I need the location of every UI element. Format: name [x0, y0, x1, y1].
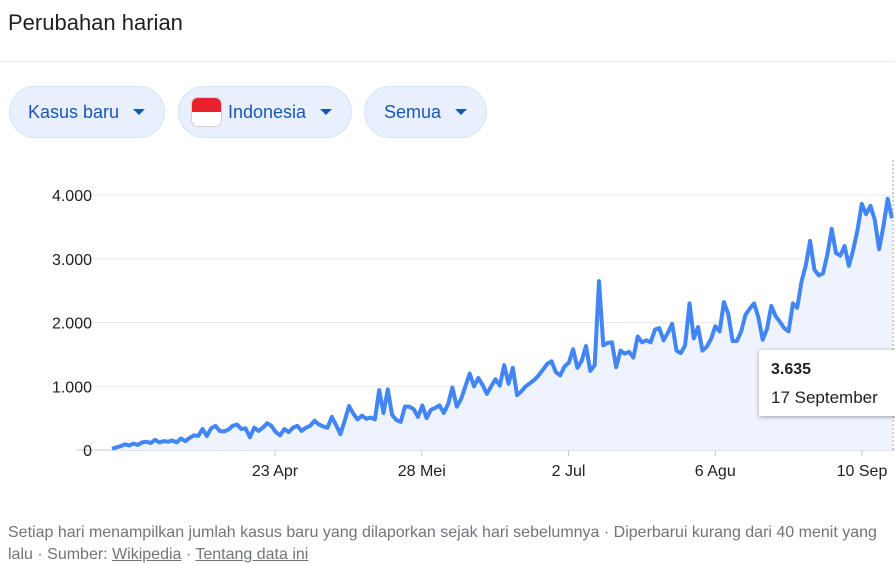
footer: Setiap hari menampilkan jumlah kasus bar…: [8, 522, 893, 566]
caret-down-icon: [133, 109, 145, 115]
y-tick-label: 3.000: [52, 252, 92, 269]
y-tick-label: 2.000: [52, 316, 92, 333]
header-divider: [0, 61, 895, 62]
page-title: Perubahan harian: [8, 10, 183, 36]
about-data-link[interactable]: Tentang data ini: [195, 546, 308, 563]
y-axis-labels: 0 1.000 2.000 3.000 4.000: [52, 188, 92, 460]
country-dropdown-label: Indonesia: [228, 102, 306, 123]
caret-down-icon: [455, 109, 467, 115]
footer-separator: ·: [186, 546, 191, 563]
caret-down-icon: [320, 109, 332, 115]
y-tick-label: 4.000: [52, 188, 92, 205]
wikipedia-link[interactable]: Wikipedia: [112, 546, 181, 563]
metric-dropdown[interactable]: Kasus baru: [9, 86, 165, 138]
tooltip-value: 3.635: [771, 361, 811, 379]
chart-tooltip: 3.635 17 September: [759, 350, 895, 416]
source-label: Sumber:: [47, 546, 107, 563]
x-axis-labels: 23 Apr 28 Mei 2 Jul 6 Agu 10 Sep: [252, 450, 888, 480]
scope-dropdown[interactable]: Semua: [364, 86, 487, 138]
country-dropdown[interactable]: Indonesia: [178, 86, 352, 138]
tooltip-date: 17 September: [771, 388, 878, 408]
x-tick-label: 6 Agu: [695, 463, 736, 480]
x-tick-label: 28 Mei: [398, 463, 446, 480]
metric-dropdown-label: Kasus baru: [28, 102, 119, 123]
y-tick-label: 1.000: [52, 379, 92, 396]
x-tick-label: 10 Sep: [837, 463, 888, 480]
x-tick-label: 2 Jul: [552, 463, 586, 480]
indonesia-flag-icon: [192, 98, 221, 126]
daily-cases-chart[interactable]: 0 1.000 2.000 3.000 4.000 23 Apr 28 Mei 2 Jul 6…: [0, 150, 895, 490]
x-tick-label: 23 Apr: [252, 463, 299, 480]
footer-separator: ·: [37, 546, 42, 563]
y-tick-label: 0: [83, 443, 92, 460]
scope-dropdown-label: Semua: [384, 102, 441, 123]
